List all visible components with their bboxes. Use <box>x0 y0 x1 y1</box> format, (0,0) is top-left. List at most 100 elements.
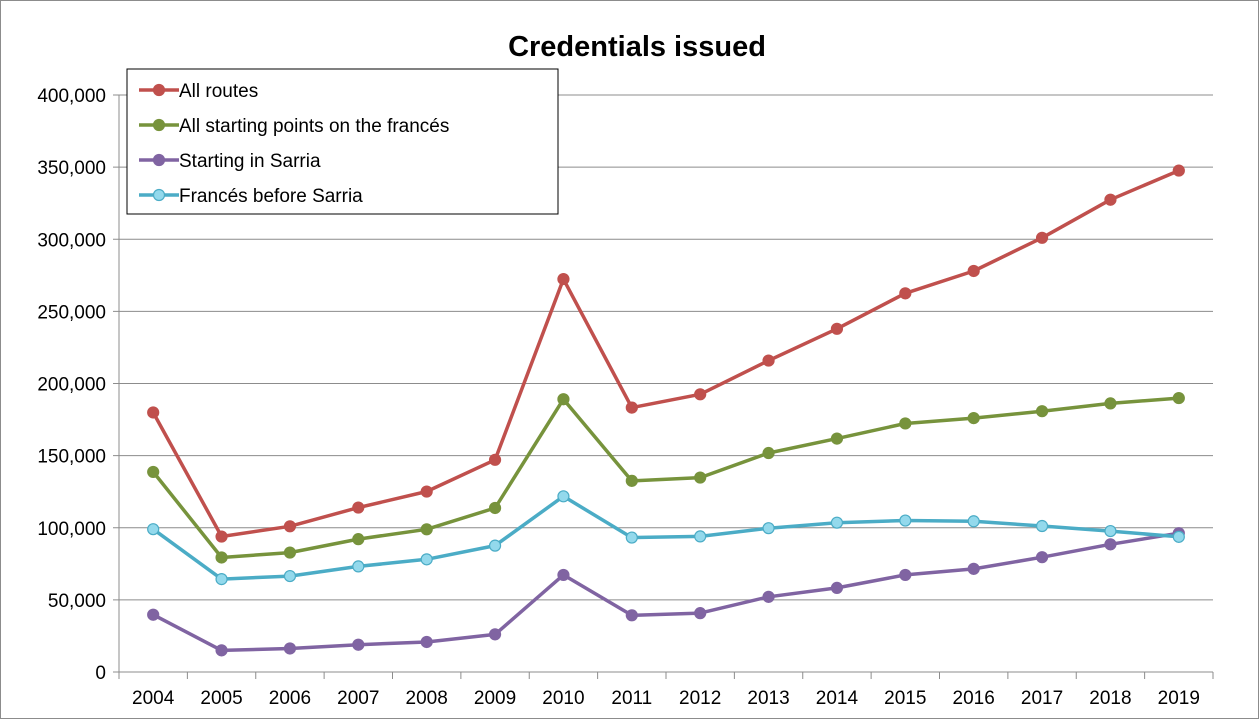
data-point <box>762 590 775 603</box>
data-point <box>147 523 160 536</box>
data-point <box>420 523 433 536</box>
data-point <box>1104 397 1117 410</box>
data-point <box>899 568 912 582</box>
data-point <box>1172 391 1185 405</box>
data-point <box>147 406 160 419</box>
x-tick-label: 2006 <box>269 688 311 709</box>
data-point <box>967 515 980 528</box>
data-point <box>694 388 707 401</box>
data-point <box>147 465 160 479</box>
data-point <box>557 393 570 406</box>
data-point <box>967 562 980 575</box>
series-line <box>152 494 1179 581</box>
y-tick-label: 200,000 <box>37 375 106 396</box>
data-point <box>762 354 775 367</box>
y-tick-label: 350,000 <box>37 158 106 179</box>
data-point <box>899 287 912 300</box>
data-point <box>694 530 707 543</box>
y-tick-label: 0 <box>95 663 106 684</box>
data-point <box>488 453 502 466</box>
data-point <box>215 573 228 586</box>
series-0 <box>147 164 1185 543</box>
data-point <box>215 551 228 564</box>
data-point <box>899 417 912 430</box>
data-point <box>352 638 365 651</box>
legend-swatch-marker <box>152 153 166 167</box>
data-point <box>1035 231 1049 244</box>
legend-box <box>126 68 559 215</box>
data-point <box>625 609 638 622</box>
y-axis-tick-labels: 0 50,000 100,000 150,000 200,000 250,000 300,0… <box>37 86 106 684</box>
x-tick-label: 2019 <box>1158 688 1200 709</box>
x-tick-label: 2008 <box>406 688 448 709</box>
series-1 <box>147 391 1185 564</box>
x-tick-label: 2005 <box>200 688 242 709</box>
data-point <box>352 501 365 514</box>
axes <box>113 94 1214 679</box>
data-point <box>625 401 638 414</box>
data-point <box>899 514 912 527</box>
y-tick-label: 400,000 <box>37 86 106 107</box>
data-point <box>967 412 980 425</box>
legend-swatch-marker <box>152 83 166 97</box>
legend-label: Starting in Sarria <box>179 151 321 172</box>
data-point <box>762 522 775 535</box>
data-point <box>830 581 844 595</box>
data-point <box>147 608 160 621</box>
series-3 <box>147 490 1185 586</box>
x-tick-label: 2012 <box>679 688 721 709</box>
legend-item: Francés before Sarria <box>139 186 363 207</box>
data-point <box>1172 530 1185 543</box>
data-point <box>694 607 707 620</box>
gridlines <box>119 94 1213 601</box>
data-point <box>762 446 775 460</box>
x-tick-label: 2018 <box>1089 688 1131 709</box>
y-tick-label: 100,000 <box>37 519 106 540</box>
data-point <box>283 520 297 533</box>
x-tick-label: 2009 <box>474 688 516 709</box>
data-point <box>1035 519 1049 533</box>
series-2 <box>147 527 1185 657</box>
legend-label: All starting points on the francés <box>179 116 449 137</box>
x-tick-label: 2011 <box>611 688 652 709</box>
data-point <box>215 644 228 657</box>
x-tick-label: 2016 <box>953 688 995 709</box>
x-tick-label: 2014 <box>816 688 859 709</box>
x-axis-tick-labels: 2004 2005 2006 2007 2008 2009 2010 2011 2012 2013… <box>132 688 1200 709</box>
y-tick-label: 50,000 <box>48 591 106 612</box>
x-tick-label: 2007 <box>337 688 379 709</box>
series-line <box>151 396 1179 560</box>
legend: All routes All starting points on the fra… <box>126 68 559 215</box>
series-line <box>151 168 1180 539</box>
x-tick-label: 2017 <box>1021 688 1063 709</box>
data-point <box>557 568 570 582</box>
legend-item: All routes <box>139 81 258 102</box>
data-point <box>557 272 570 286</box>
y-tick-label: 150,000 <box>37 447 106 468</box>
legend-item: Starting in Sarria <box>139 151 321 172</box>
data-point <box>420 635 433 649</box>
data-point <box>694 471 707 484</box>
data-point <box>1104 193 1117 206</box>
data-point <box>1104 524 1117 538</box>
legend-label: Francés before Sarria <box>179 186 363 207</box>
data-point <box>283 642 297 655</box>
data-point <box>1035 405 1049 418</box>
data-point <box>215 530 228 543</box>
x-tick-label: 2010 <box>542 688 584 709</box>
x-tick-label: 2013 <box>747 688 789 709</box>
data-point <box>488 501 502 515</box>
data-point <box>352 560 365 573</box>
data-point <box>283 546 297 559</box>
chart-title: Credentials issued <box>508 31 766 63</box>
data-point <box>1035 551 1049 564</box>
y-tick-label: 250,000 <box>37 302 106 323</box>
data-point <box>830 432 844 445</box>
data-point <box>283 569 297 583</box>
data-point <box>830 322 844 335</box>
data-point <box>1172 164 1185 177</box>
data-point <box>557 490 570 503</box>
data-point <box>625 531 638 544</box>
data-point <box>352 533 365 546</box>
